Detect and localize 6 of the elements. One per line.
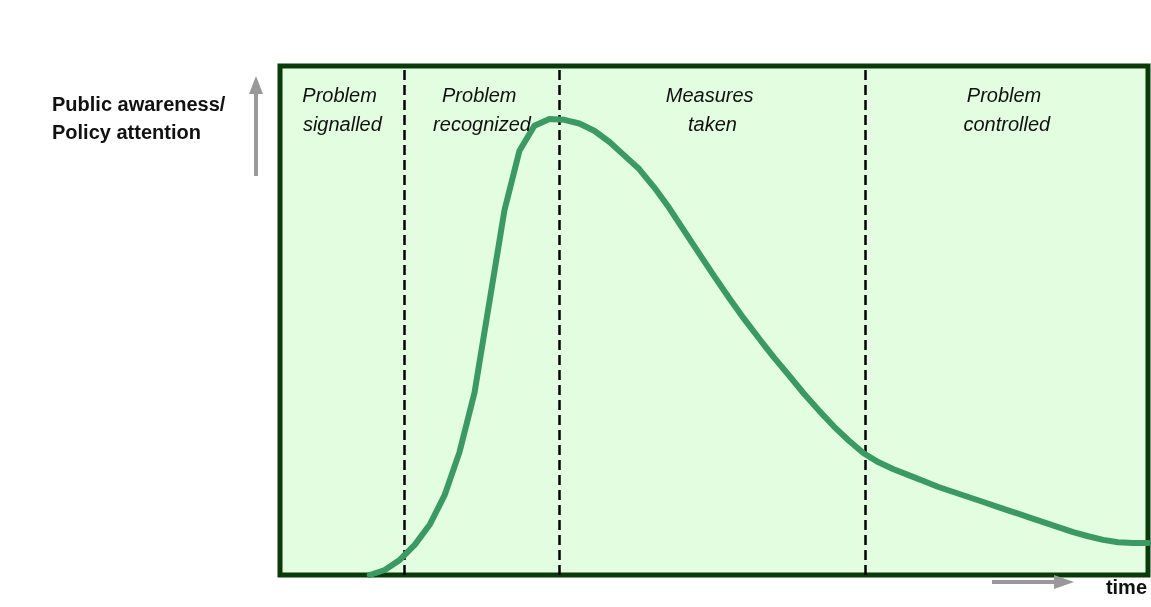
annotation: Problem controlled [963,83,1052,135]
y-axis-title: Public awareness/ Policy attention [52,92,227,145]
annotation: Measures taken [665,83,760,135]
x-axis-title: time [1105,576,1147,599]
annotation: Problem recognized [433,83,532,135]
annotation: Problem signalled [302,83,383,135]
